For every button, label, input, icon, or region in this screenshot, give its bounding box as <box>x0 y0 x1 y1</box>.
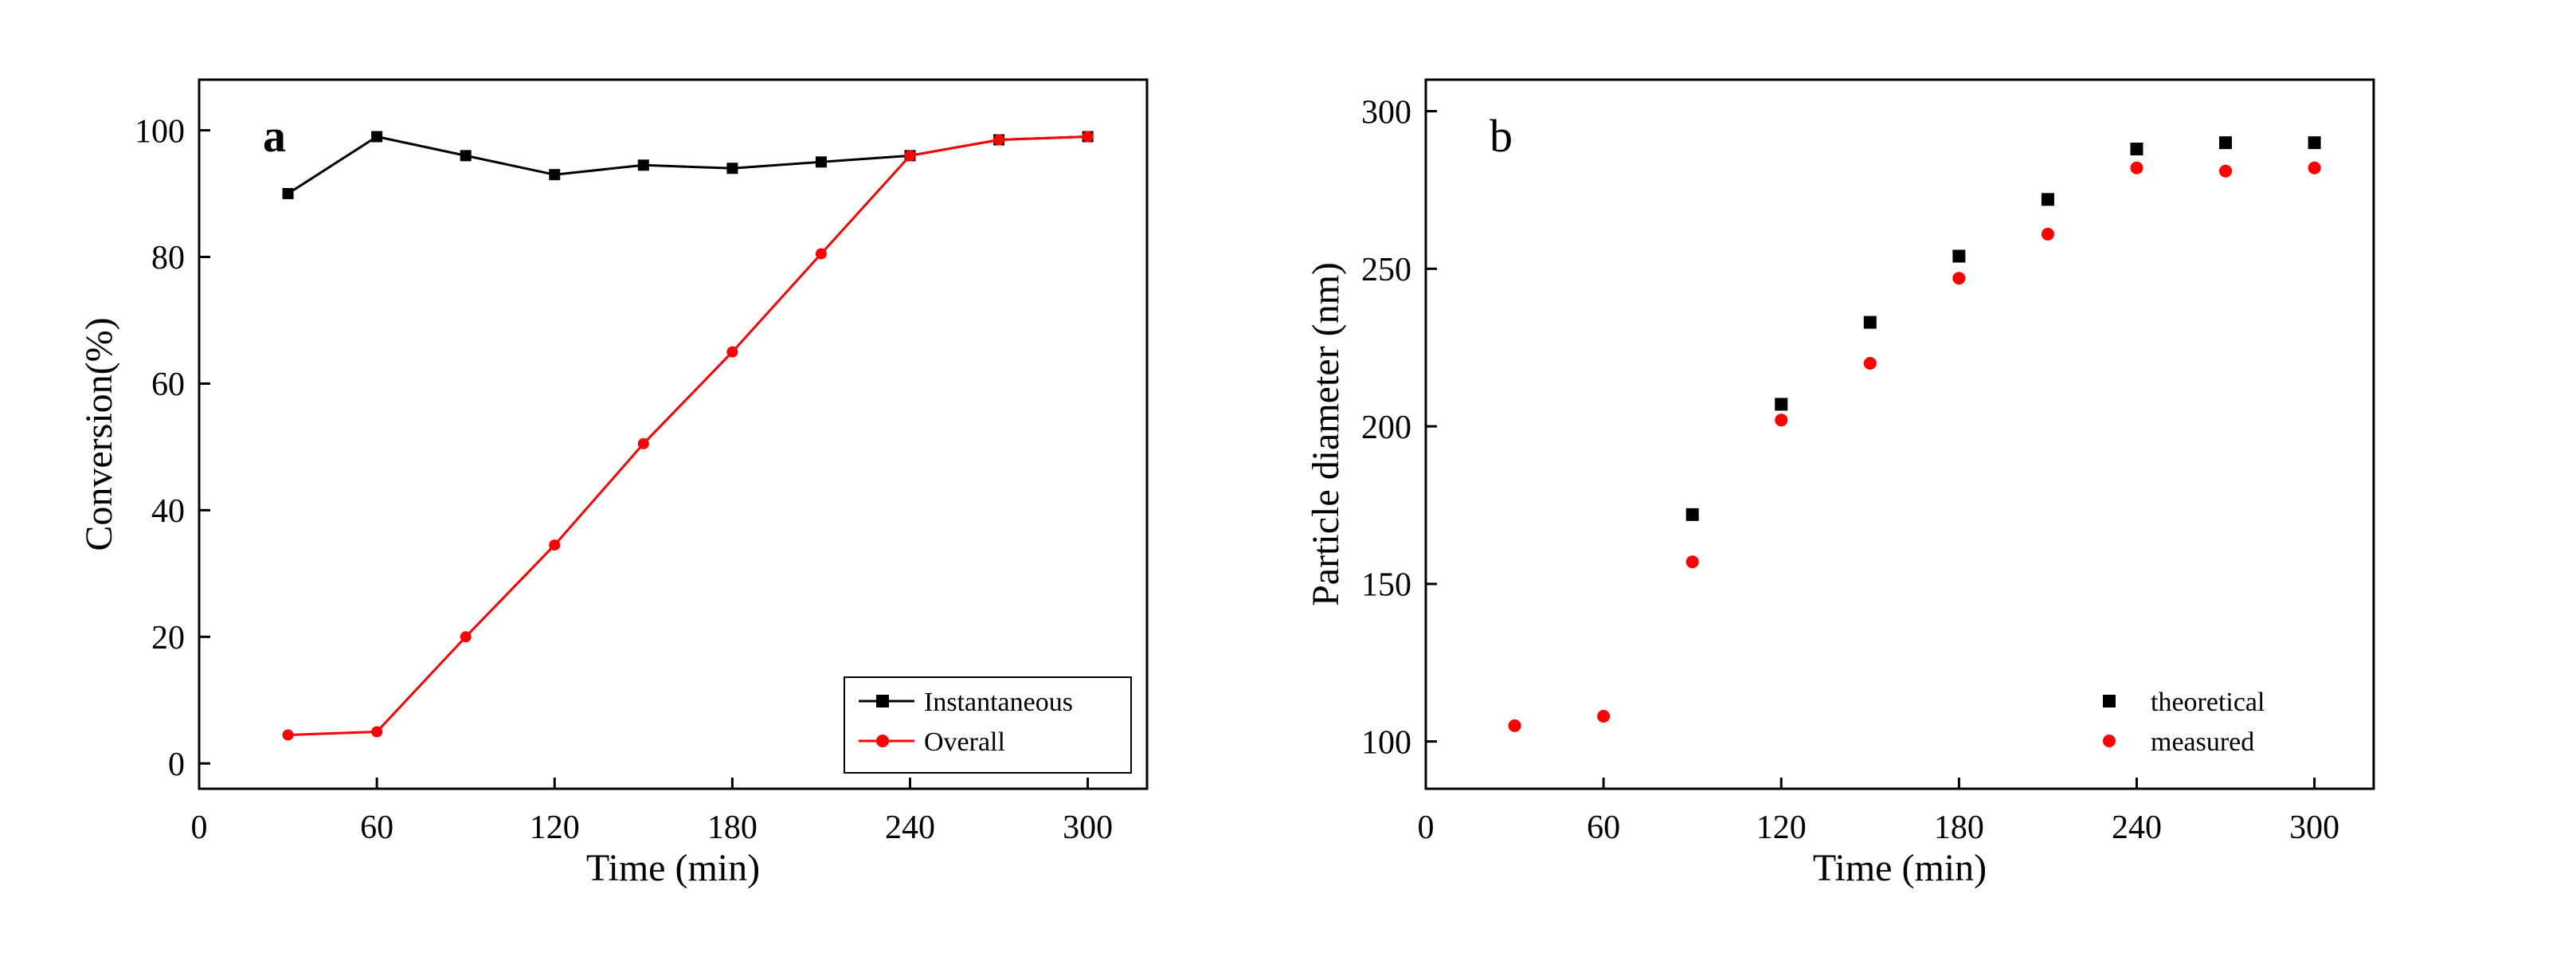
svg-text:200: 200 <box>1361 410 1411 446</box>
figure-wrap: 0 60 120 180 240 300 0 20 40 60 80 100 Time (min) Con… <box>0 0 2576 972</box>
svg-text:0: 0 <box>1418 809 1435 846</box>
svg-text:0: 0 <box>168 747 185 783</box>
svg-text:Time (min): Time (min) <box>1813 847 1987 889</box>
svg-text:180: 180 <box>1934 809 1984 846</box>
svg-text:Time (min): Time (min) <box>586 847 760 889</box>
svg-text:0: 0 <box>191 809 208 846</box>
svg-text:100: 100 <box>1361 724 1411 761</box>
panel-a: 0 60 120 180 240 300 0 20 40 60 80 100 Time (min) Con… <box>64 48 1179 924</box>
panel-b: 0 60 120 180 240 300 100 150 200 250 300 Time (min)… <box>1290 48 2406 924</box>
svg-text:Conversion(%): Conversion(%) <box>78 317 120 551</box>
svg-text:b: b <box>1490 110 1513 162</box>
svg-text:Particle diameter (nm): Particle diameter (nm) <box>1305 262 1347 606</box>
svg-text:60: 60 <box>1587 809 1620 846</box>
svg-text:300: 300 <box>1361 94 1411 131</box>
svg-text:240: 240 <box>885 809 935 846</box>
svg-text:Instantaneous: Instantaneous <box>924 688 1073 717</box>
svg-text:120: 120 <box>1756 809 1807 846</box>
svg-text:150: 150 <box>1361 567 1411 604</box>
chart-b-svg: 0 60 120 180 240 300 100 150 200 250 300 Time (min)… <box>1290 48 2406 924</box>
svg-text:240: 240 <box>2112 809 2162 846</box>
svg-text:250: 250 <box>1361 252 1411 288</box>
svg-text:a: a <box>263 110 286 162</box>
svg-text:80: 80 <box>151 240 185 276</box>
svg-text:60: 60 <box>360 809 393 846</box>
chart-a-svg: 0 60 120 180 240 300 0 20 40 60 80 100 Time (min) Con… <box>64 48 1179 924</box>
svg-text:20: 20 <box>151 620 185 656</box>
svg-text:100: 100 <box>135 113 185 150</box>
svg-text:Overall: Overall <box>924 727 1005 757</box>
svg-text:40: 40 <box>151 493 185 530</box>
svg-text:60: 60 <box>151 366 185 403</box>
svg-text:theoretical: theoretical <box>2151 688 2265 717</box>
svg-text:300: 300 <box>1063 809 1113 846</box>
svg-text:180: 180 <box>707 809 758 846</box>
svg-text:120: 120 <box>530 809 580 846</box>
svg-text:measured: measured <box>2151 727 2254 757</box>
svg-text:300: 300 <box>2289 809 2339 846</box>
